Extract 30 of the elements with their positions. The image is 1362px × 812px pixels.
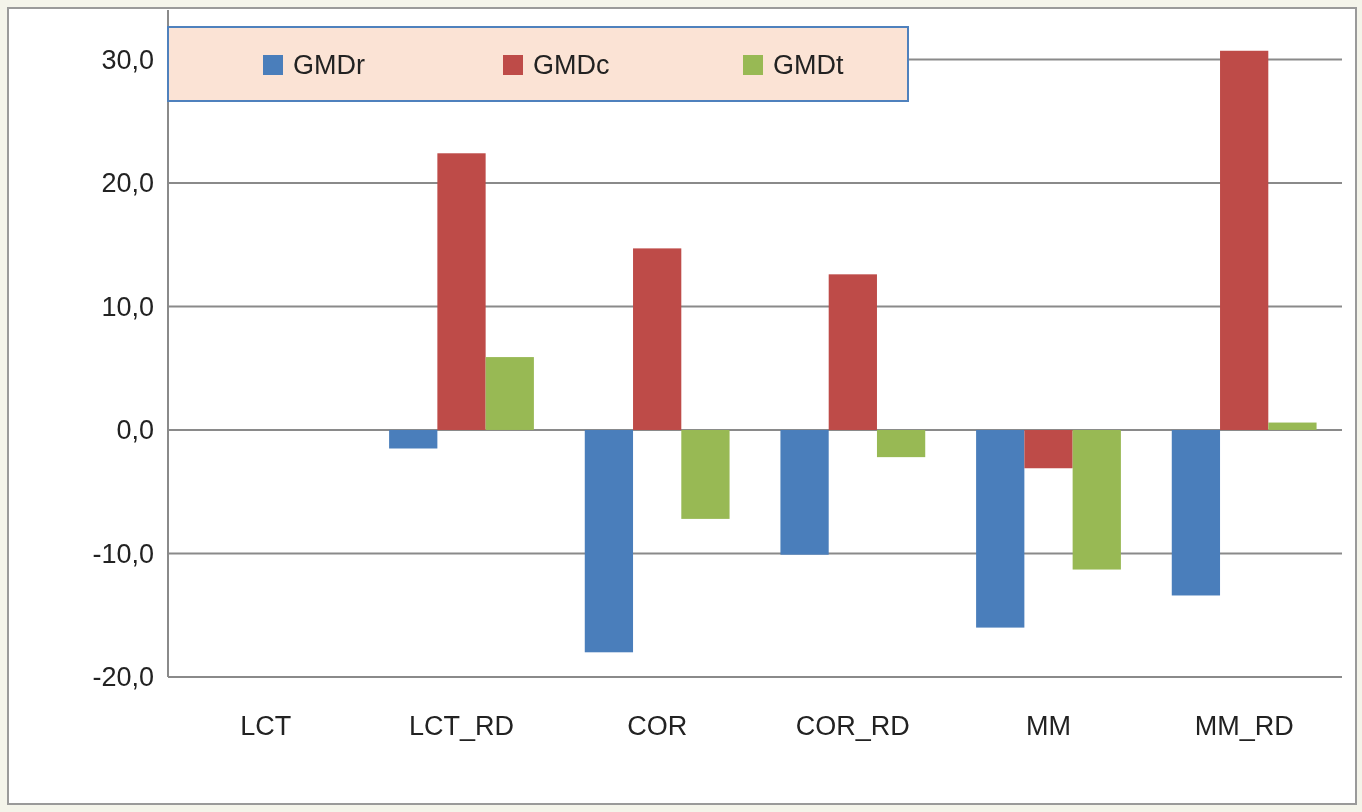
- y-tick-label: -10,0: [92, 538, 154, 569]
- y-tick-label: -20,0: [92, 662, 154, 693]
- bar: [976, 429, 1025, 628]
- y-tick-label: 30,0: [101, 44, 154, 75]
- bar: [1171, 429, 1221, 596]
- bar: [780, 429, 829, 555]
- bar: [485, 357, 534, 430]
- x-tick-label: LCT: [240, 711, 292, 741]
- bar: [876, 429, 926, 458]
- y-tick-label: 10,0: [101, 291, 154, 322]
- legend-label: GMDc: [533, 50, 610, 81]
- x-tick-label: COR_RD: [795, 711, 910, 741]
- x-tick-label: COR: [627, 711, 688, 741]
- bar: [633, 248, 682, 430]
- y-tick-label: 20,0: [101, 168, 154, 199]
- bar: [1072, 429, 1121, 570]
- bar: [828, 274, 877, 430]
- bar: [437, 153, 486, 430]
- bar: [681, 429, 730, 519]
- bar: [389, 429, 438, 449]
- bar: [584, 429, 634, 653]
- y-tick-label: 0,0: [116, 415, 154, 446]
- x-tick-label: LCT_RD: [408, 711, 515, 741]
- bar: [1220, 50, 1269, 430]
- x-tick-label: MM: [1026, 711, 1071, 741]
- bar: [1024, 429, 1073, 469]
- legend-label: GMDt: [773, 50, 844, 81]
- legend-label: GMDr: [293, 50, 365, 81]
- bar: [1268, 422, 1317, 430]
- x-tick-label: MM_RD: [1194, 711, 1294, 741]
